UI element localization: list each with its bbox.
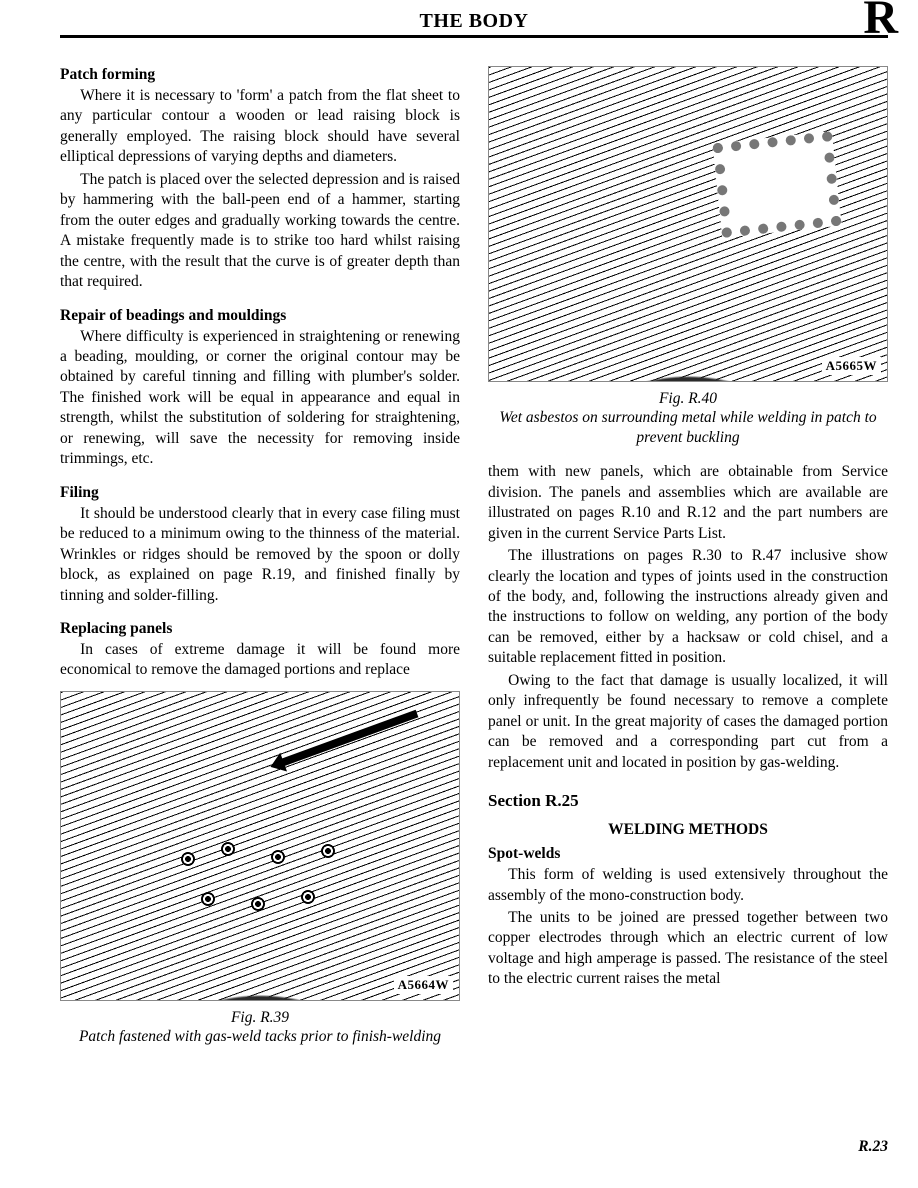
heading-patch-forming: Patch forming (60, 66, 460, 84)
figure-r40: A5665W Fig. R.40 Wet asbestos on surroun… (488, 66, 888, 448)
welding-methods-heading: WELDING METHODS (488, 821, 888, 839)
para: In cases of extreme damage it will be fo… (60, 640, 460, 681)
section-r25-heading: Section R.25 (488, 791, 888, 811)
para: The patch is placed over the selected de… (60, 170, 460, 293)
page-header: THE BODY R (60, 10, 888, 38)
heading-repair-beadings: Repair of beadings and mouldings (60, 307, 460, 325)
weld-tacks-icon (181, 842, 341, 922)
header-title: THE BODY (60, 10, 888, 33)
para: The units to be joined are pressed toget… (488, 908, 888, 990)
heading-filing: Filing (60, 484, 460, 502)
heading-spot-welds: Spot-welds (488, 845, 888, 863)
figure-r40-caption: Wet asbestos on surrounding metal while … (488, 408, 888, 448)
para: The illustrations on pages R.30 to R.47 … (488, 546, 888, 669)
welding-torch-icon (268, 681, 454, 790)
asbestos-patch-icon (712, 131, 841, 238)
figure-r39: A5664W Fig. R.39 Patch fastened with gas… (60, 691, 460, 1047)
figure-r40-ref: A5665W (822, 357, 881, 375)
figure-r40-image: A5665W (488, 66, 888, 382)
para: This form of welding is used extensively… (488, 865, 888, 906)
figure-r39-caption: Patch fastened with gas-weld tacks prior… (60, 1027, 460, 1047)
para: them with new panels, which are obtainab… (488, 462, 888, 544)
para: Where it is necessary to 'form' a patch … (60, 86, 460, 168)
heading-replacing-panels: Replacing panels (60, 620, 460, 638)
figure-r40-title: Fig. R.40 (488, 390, 888, 408)
two-column-body: Patch forming Where it is necessary to '… (60, 66, 888, 1126)
page-number: R.23 (60, 1138, 888, 1156)
para: It should be understood clearly that in … (60, 504, 460, 606)
header-section-letter: R (863, 0, 898, 42)
para: Where difficulty is experienced in strai… (60, 327, 460, 470)
para: Owing to the fact that damage is usually… (488, 671, 888, 773)
figure-r39-ref: A5664W (394, 976, 453, 994)
figure-r39-title: Fig. R.39 (60, 1009, 460, 1027)
figure-r39-image: A5664W (60, 691, 460, 1001)
